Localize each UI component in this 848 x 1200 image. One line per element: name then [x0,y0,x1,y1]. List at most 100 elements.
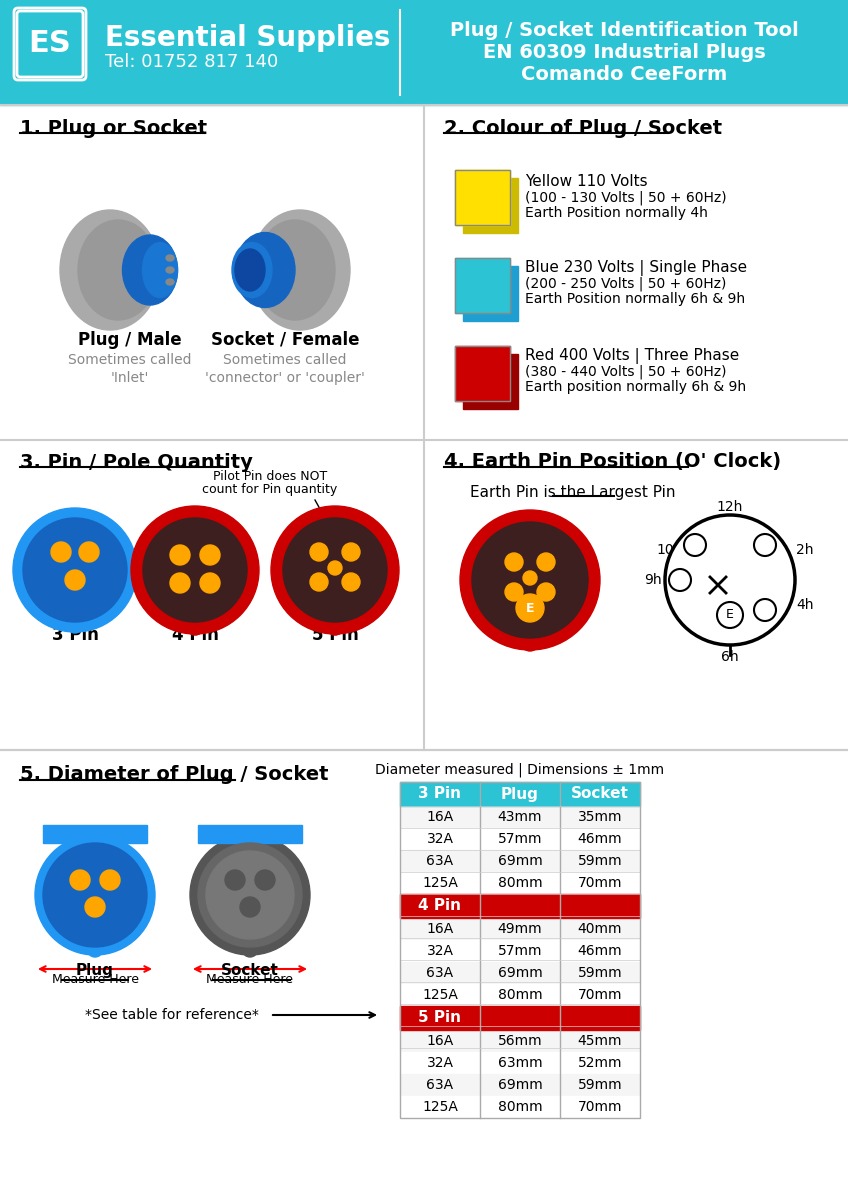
Text: 5 Pin: 5 Pin [311,626,359,644]
Circle shape [200,572,220,593]
Circle shape [225,870,245,890]
Text: (100 - 130 Volts | 50 + 60Hz): (100 - 130 Volts | 50 + 60Hz) [525,191,727,205]
Text: Pilot Pin does NOT: Pilot Pin does NOT [213,470,327,482]
Ellipse shape [235,233,295,307]
Circle shape [505,553,523,571]
Bar [463,266,518,320]
Circle shape [35,835,155,955]
Ellipse shape [142,242,177,298]
Text: Diameter measured | Dimensions ± 1mm: Diameter measured | Dimensions ± 1mm [376,763,665,778]
Circle shape [200,545,220,565]
Text: 2. Colour of Plug / Socket: 2. Colour of Plug / Socket [444,119,722,138]
Text: 16A: 16A [427,922,454,936]
Circle shape [516,594,544,622]
Circle shape [79,542,99,562]
Text: 63mm: 63mm [498,1056,543,1070]
Circle shape [143,518,247,622]
Circle shape [100,870,120,890]
Text: 52mm: 52mm [577,1056,622,1070]
Text: *See table for reference*: *See table for reference* [85,1008,259,1022]
Circle shape [342,572,360,590]
Circle shape [13,508,137,632]
Text: 5 Pin: 5 Pin [419,1010,461,1026]
Circle shape [472,522,588,638]
Text: 12h: 12h [717,500,743,514]
Text: 9h: 9h [644,572,661,587]
Ellipse shape [78,220,158,320]
Circle shape [665,515,795,646]
Text: 125A: 125A [422,988,458,1002]
Bar [455,170,510,226]
Bar [400,850,640,872]
Text: Tel: 01752 817 140: Tel: 01752 817 140 [105,53,278,71]
Text: 16A: 16A [427,810,454,824]
Bar [455,258,510,313]
Text: Plug: Plug [76,962,114,978]
Text: 3 Pin: 3 Pin [52,626,98,644]
Bar [455,258,510,313]
Text: Earth Pin is the Largest Pin: Earth Pin is the Largest Pin [470,485,676,499]
Text: 56mm: 56mm [498,1034,543,1048]
FancyBboxPatch shape [17,11,83,77]
Circle shape [537,553,555,571]
Bar [400,806,640,828]
Bar [400,1052,640,1074]
Circle shape [65,570,85,590]
Text: Earth Position normally 4h: Earth Position normally 4h [525,206,708,220]
Circle shape [537,583,555,601]
Ellipse shape [166,278,174,284]
Text: Red 400 Volts | Three Phase: Red 400 Volts | Three Phase [525,348,739,364]
Text: 46mm: 46mm [577,832,622,846]
Bar [400,894,640,918]
Text: 69mm: 69mm [498,1078,543,1092]
Ellipse shape [255,220,335,320]
Bar [400,782,640,806]
Bar [400,984,640,1006]
Circle shape [669,569,691,590]
Text: 5. Diameter of Plug / Socket: 5. Diameter of Plug / Socket [20,766,328,785]
Text: ES: ES [29,30,71,59]
Circle shape [190,835,310,955]
Text: 57mm: 57mm [498,944,542,958]
Text: 49mm: 49mm [498,922,543,936]
Text: 70mm: 70mm [577,876,622,890]
Bar [455,346,510,401]
Text: 'connector' or 'coupler': 'connector' or 'coupler' [205,371,365,385]
Text: 43mm: 43mm [498,810,542,824]
Bar [400,828,640,850]
Text: Sometimes called: Sometimes called [223,353,347,367]
Text: Earth position normally 6h & 9h: Earth position normally 6h & 9h [525,380,746,394]
Text: Comando CeeForm: Comando CeeForm [521,65,727,84]
Text: Blue 230 Volts | Single Phase: Blue 230 Volts | Single Phase [525,260,747,276]
Text: Socket: Socket [221,962,279,978]
Circle shape [328,560,342,575]
Text: 2h: 2h [796,542,814,557]
Bar [43,826,147,842]
Circle shape [523,571,537,584]
Text: 4h: 4h [796,598,814,612]
Text: 16A: 16A [427,1034,454,1048]
Circle shape [170,572,190,593]
Text: Plug: Plug [501,786,539,802]
Text: 32A: 32A [427,944,454,958]
Circle shape [271,506,399,634]
Text: 3 Pin: 3 Pin [419,786,461,802]
Text: 35mm: 35mm [577,810,622,824]
Circle shape [342,542,360,560]
Circle shape [198,842,302,947]
Bar [400,1030,640,1052]
Bar [198,826,302,842]
Text: 63A: 63A [427,1078,454,1092]
Bar [455,170,510,226]
Ellipse shape [68,622,82,634]
Text: 80mm: 80mm [498,1100,543,1114]
Text: Essential Supplies: Essential Supplies [105,24,390,52]
Ellipse shape [235,248,265,290]
Text: (200 - 250 Volts | 50 + 60Hz): (200 - 250 Volts | 50 + 60Hz) [525,277,727,292]
Text: 70mm: 70mm [577,1100,622,1114]
Circle shape [310,572,328,590]
Text: (380 - 440 Volts | 50 + 60Hz): (380 - 440 Volts | 50 + 60Hz) [525,365,727,379]
Text: 10h: 10h [657,542,683,557]
Text: Plug / Socket Identification Tool: Plug / Socket Identification Tool [449,20,798,40]
Circle shape [43,842,147,947]
